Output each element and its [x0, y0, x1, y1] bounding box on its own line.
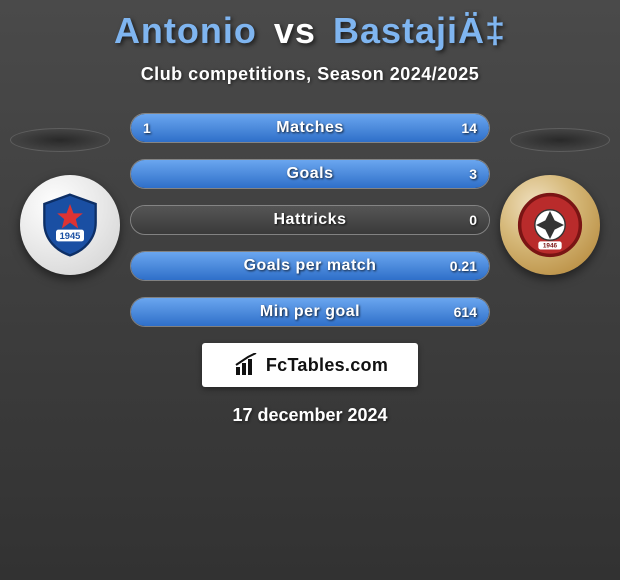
stat-value-right: 0.21	[450, 252, 477, 280]
badge-shadow-right	[510, 128, 610, 152]
stat-value-right: 3	[469, 160, 477, 188]
vs-label: vs	[274, 10, 316, 51]
stat-value-right: 14	[461, 114, 477, 142]
team-badge-right: 1946	[500, 175, 600, 275]
stat-label: Min per goal	[131, 298, 489, 326]
svg-text:1945: 1945	[60, 231, 81, 241]
stat-value-left: 1	[143, 114, 151, 142]
comparison-title: Antonio vs BastajiÄ‡	[0, 0, 620, 52]
stat-row: Goals3	[130, 159, 490, 189]
stat-label: Goals per match	[131, 252, 489, 280]
brand-text: FcTables.com	[266, 355, 388, 376]
chart-icon	[232, 353, 260, 377]
player1-name: Antonio	[114, 10, 257, 51]
stat-row: Hattricks0	[130, 205, 490, 235]
competition-subtitle: Club competitions, Season 2024/2025	[0, 64, 620, 85]
crest-icon: 1946	[515, 190, 585, 260]
brand-box: FcTables.com	[202, 343, 418, 387]
stat-label: Matches	[131, 114, 489, 142]
snapshot-date: 17 december 2024	[0, 405, 620, 426]
stat-label: Hattricks	[131, 206, 489, 234]
svg-text:1946: 1946	[543, 243, 558, 250]
team-badge-left: 1945	[20, 175, 120, 275]
stat-row: Min per goal614	[130, 297, 490, 327]
stat-row: Goals per match0.21	[130, 251, 490, 281]
stat-row: Matches1 14	[130, 113, 490, 143]
badge-shadow-left	[10, 128, 110, 152]
stat-value-right: 614	[454, 298, 477, 326]
stat-label: Goals	[131, 160, 489, 188]
shield-icon: 1945	[35, 190, 105, 260]
player2-name: BastajiÄ‡	[333, 10, 506, 51]
stat-value-right: 0	[469, 206, 477, 234]
stats-bars: Matches1 14 Goals3 Hattricks0 Goals per matc…	[130, 113, 490, 327]
